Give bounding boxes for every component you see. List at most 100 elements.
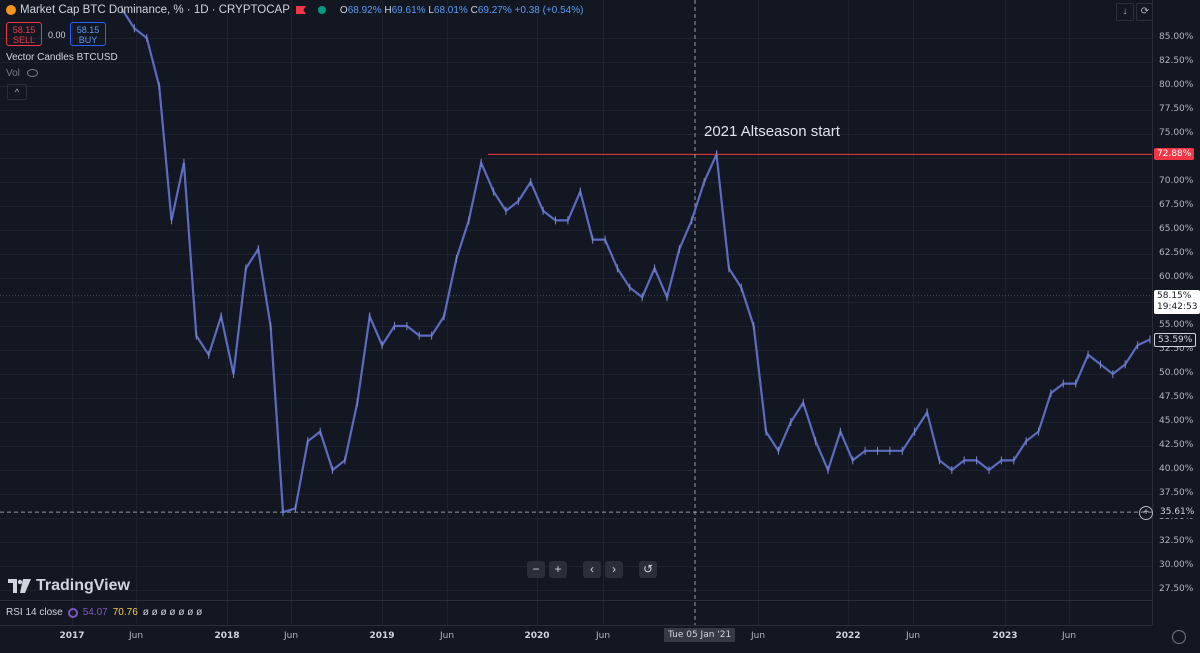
arrow-down-icon[interactable]: ↓ [1116, 3, 1134, 21]
altseason-annotation[interactable]: 2021 Altseason start [704, 123, 840, 140]
time-tick-label: Jun [750, 631, 766, 641]
grid-line-horizontal [0, 38, 1152, 39]
rsi-settings-icon[interactable] [67, 607, 78, 618]
close-label: C [470, 4, 478, 16]
change-value: +0.38 (+0.54%) [514, 4, 584, 16]
current-price-label: 58.15% 19:42:53 [1154, 290, 1200, 314]
close-value: 69.27% [477, 4, 512, 16]
rsi-value: 54.07 [82, 607, 108, 618]
flag-icon[interactable] [295, 6, 306, 14]
current-price: 58.15% [1157, 291, 1192, 301]
grid-line-vertical [227, 0, 228, 625]
rsi-ma-value: 70.76 [112, 607, 138, 618]
price-tick-label: 80.00% [1159, 80, 1194, 90]
price-tick-label: 50.00% [1159, 368, 1194, 378]
grid-line-horizontal [0, 590, 1152, 591]
grid-line-vertical [382, 0, 383, 625]
spread-value: 0.00 [48, 30, 66, 40]
scroll-right-button[interactable]: › [605, 561, 623, 578]
grid-line-vertical [758, 0, 759, 625]
zoom-out-button[interactable]: − [527, 561, 545, 578]
grid-line-horizontal [0, 230, 1152, 231]
high-price-label: 72.88% [1154, 148, 1195, 160]
time-tick-label: 2018 [214, 631, 240, 641]
grid-line-horizontal [0, 566, 1152, 567]
grid-line-vertical [1005, 0, 1006, 625]
rsi-na-values: ø ø ø ø ø ø ø [142, 607, 203, 618]
time-tick-label: Jun [905, 631, 921, 641]
grid-line-horizontal [0, 398, 1152, 399]
add-alert-icon[interactable]: + [1139, 506, 1153, 520]
grid-line-horizontal [0, 446, 1152, 447]
price-tick-label: 40.00% [1159, 464, 1194, 474]
tradingview-logo[interactable]: TradingView [8, 577, 130, 595]
grid-line-horizontal [0, 62, 1152, 63]
grid-line-horizontal [0, 326, 1152, 327]
chart-area[interactable] [0, 0, 1152, 600]
grid-line-horizontal [0, 254, 1152, 255]
collapse-legend-button[interactable]: ^ [7, 84, 27, 100]
time-axis[interactable] [0, 625, 1152, 653]
scroll-left-button[interactable]: ‹ [583, 561, 601, 578]
grid-line-vertical [603, 0, 604, 625]
zoom-in-button[interactable]: + [549, 561, 567, 578]
price-tick-label: 27.50% [1159, 584, 1194, 594]
open-value: 68.92% [347, 4, 382, 16]
price-tick-label: 82.50% [1159, 56, 1194, 66]
buy-price: 58.15 [76, 25, 100, 35]
close-price-label: 53.59% [1154, 333, 1197, 347]
reset-chart-button[interactable]: ↺ [639, 561, 657, 578]
eye-hidden-icon[interactable] [26, 69, 38, 78]
grid-line-horizontal [0, 422, 1152, 423]
rsi-pane-divider[interactable] [0, 600, 1152, 601]
time-tick-label: Jun [128, 631, 144, 641]
price-tick-label: 52.50% [1159, 344, 1194, 354]
chart-toolbar: ↓ ⟳ [1116, 3, 1154, 21]
price-tick-label: 75.00% [1159, 128, 1194, 138]
price-tick-label: 55.00% [1159, 320, 1194, 330]
price-chart [0, 0, 1152, 625]
grid-line-horizontal [0, 134, 1152, 135]
grid-line-horizontal [0, 182, 1152, 183]
price-tick-label: 37.50% [1159, 488, 1194, 498]
grid-line-horizontal [0, 542, 1152, 543]
symbol-title[interactable]: Market Cap BTC Dominance, % · 1D · CRYPT… [20, 4, 290, 16]
grid-line-horizontal [0, 110, 1152, 111]
buy-button[interactable]: 58.15 BUY [70, 22, 106, 46]
price-tick-label: 65.00% [1159, 224, 1194, 234]
time-tick-label: 2020 [524, 631, 550, 641]
grid-line-horizontal [0, 518, 1152, 519]
sell-price: 58.15 [12, 25, 36, 35]
low-value: 68.01% [433, 4, 468, 16]
time-tick-label: Jun [283, 631, 299, 641]
time-tick-label: 2019 [369, 631, 395, 641]
price-tick-label: 62.50% [1159, 248, 1194, 258]
grid-line-vertical [913, 0, 914, 625]
sell-button[interactable]: 58.15 SELL [6, 22, 42, 46]
crosshair-price-label: 35.61% [1157, 506, 1198, 518]
rsi-label[interactable]: RSI 14 close [6, 607, 63, 618]
brand-name: TradingView [36, 577, 130, 594]
grid-line-vertical [72, 0, 73, 625]
chart-navigation: − + ‹ › ↺ [527, 561, 657, 578]
price-tick-label: 30.00% [1159, 560, 1194, 570]
vector-candles-indicator[interactable]: Vector Candles BTCUSD [6, 52, 118, 63]
grid-line-vertical [1069, 0, 1070, 625]
price-tick-label: 42.50% [1159, 440, 1194, 450]
volume-label: Vol [6, 68, 20, 79]
time-tick-label: 2022 [835, 631, 861, 641]
time-tick-label: Jun [439, 631, 455, 641]
volume-indicator[interactable]: Vol [6, 68, 38, 79]
axis-settings-icon[interactable] [1172, 630, 1186, 644]
grid-line-horizontal [0, 278, 1152, 279]
grid-line-vertical [537, 0, 538, 625]
grid-line-vertical [291, 0, 292, 625]
price-tick-label: 70.00% [1159, 176, 1194, 186]
open-label: O [339, 4, 348, 16]
grid-line-vertical [136, 0, 137, 625]
time-tick-label: 2023 [992, 631, 1018, 641]
price-tick-label: 77.50% [1159, 104, 1194, 114]
price-tick-label: 85.00% [1159, 32, 1194, 42]
price-tick-label: 47.50% [1159, 392, 1194, 402]
grid-line-horizontal [0, 206, 1152, 207]
